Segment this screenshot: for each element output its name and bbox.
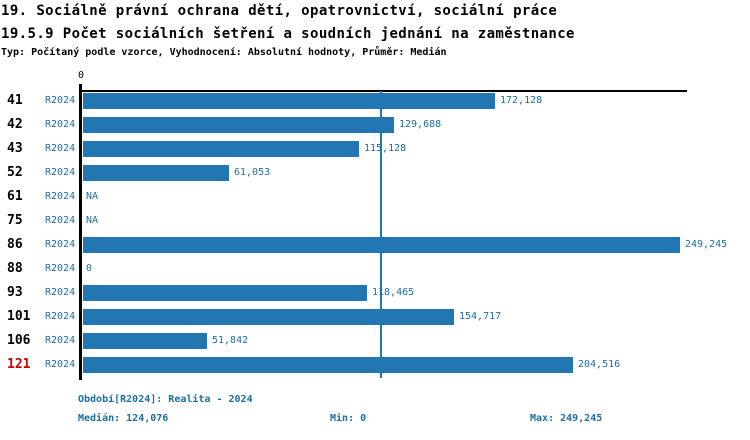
footer-max-label: Max: 249,245 [530, 413, 603, 424]
value-label-42: 129,688 [399, 119, 442, 130]
category-label-61: 61 [7, 189, 23, 204]
category-label-101: 101 [7, 309, 31, 324]
footer-period-label: Období[R2024]: Realita - 2024 [78, 394, 253, 405]
bar-41 [83, 93, 495, 109]
bar-93 [83, 285, 367, 301]
category-label-43: 43 [7, 141, 23, 156]
value-label-88: 0 [86, 263, 93, 274]
period-label-61: R2024 [45, 191, 76, 202]
period-label-88: R2024 [45, 263, 76, 274]
bar-121 [83, 357, 573, 373]
period-label-106: R2024 [45, 335, 76, 346]
value-label-52: 61,053 [234, 167, 271, 178]
bar-43 [83, 141, 359, 157]
x-axis-line [79, 90, 687, 92]
value-label-101: 154,717 [459, 311, 502, 322]
period-label-43: R2024 [45, 143, 76, 154]
period-label-101: R2024 [45, 311, 76, 322]
period-label-75: R2024 [45, 215, 76, 226]
bar-86 [83, 237, 680, 253]
bar-101 [83, 309, 454, 325]
indicator-title: 19.5.9 Počet sociálních šetření a soudní… [1, 26, 575, 42]
category-label-121: 121 [7, 357, 31, 372]
bar-52 [83, 165, 229, 181]
report-section-title: 19. Sociálně právní ochrana dětí, opatro… [1, 3, 558, 19]
period-label-52: R2024 [45, 167, 76, 178]
category-label-88: 88 [7, 261, 23, 276]
category-label-75: 75 [7, 213, 23, 228]
category-label-86: 86 [7, 237, 23, 252]
period-label-86: R2024 [45, 239, 76, 250]
y-axis-line [79, 84, 82, 380]
value-label-93: 118,465 [372, 287, 415, 298]
value-label-43: 115,128 [364, 143, 407, 154]
value-label-106: 51,842 [212, 335, 249, 346]
period-label-41: R2024 [45, 95, 76, 106]
period-label-121: R2024 [45, 359, 76, 370]
category-label-93: 93 [7, 285, 23, 300]
value-label-86: 249,245 [685, 239, 728, 250]
footer-min-label: Min: 0 [330, 413, 367, 424]
x-axis-zero-tick-label: 0 [77, 70, 85, 81]
value-label-75: NA [86, 215, 99, 226]
bar-42 [83, 117, 394, 133]
footer-median-label: Medián: 124,076 [78, 413, 169, 424]
value-label-41: 172,128 [500, 95, 543, 106]
period-label-42: R2024 [45, 119, 76, 130]
category-label-106: 106 [7, 333, 31, 348]
bar-106 [83, 333, 207, 349]
period-label-93: R2024 [45, 287, 76, 298]
category-label-42: 42 [7, 117, 23, 132]
value-label-61: NA [86, 191, 99, 202]
category-label-41: 41 [7, 93, 23, 108]
median-reference-line [380, 91, 382, 378]
chart-meta-info: Typ: Počítaný podle vzorce, Vyhodnocení:… [1, 47, 447, 58]
value-label-121: 204,516 [578, 359, 621, 370]
category-label-52: 52 [7, 165, 23, 180]
